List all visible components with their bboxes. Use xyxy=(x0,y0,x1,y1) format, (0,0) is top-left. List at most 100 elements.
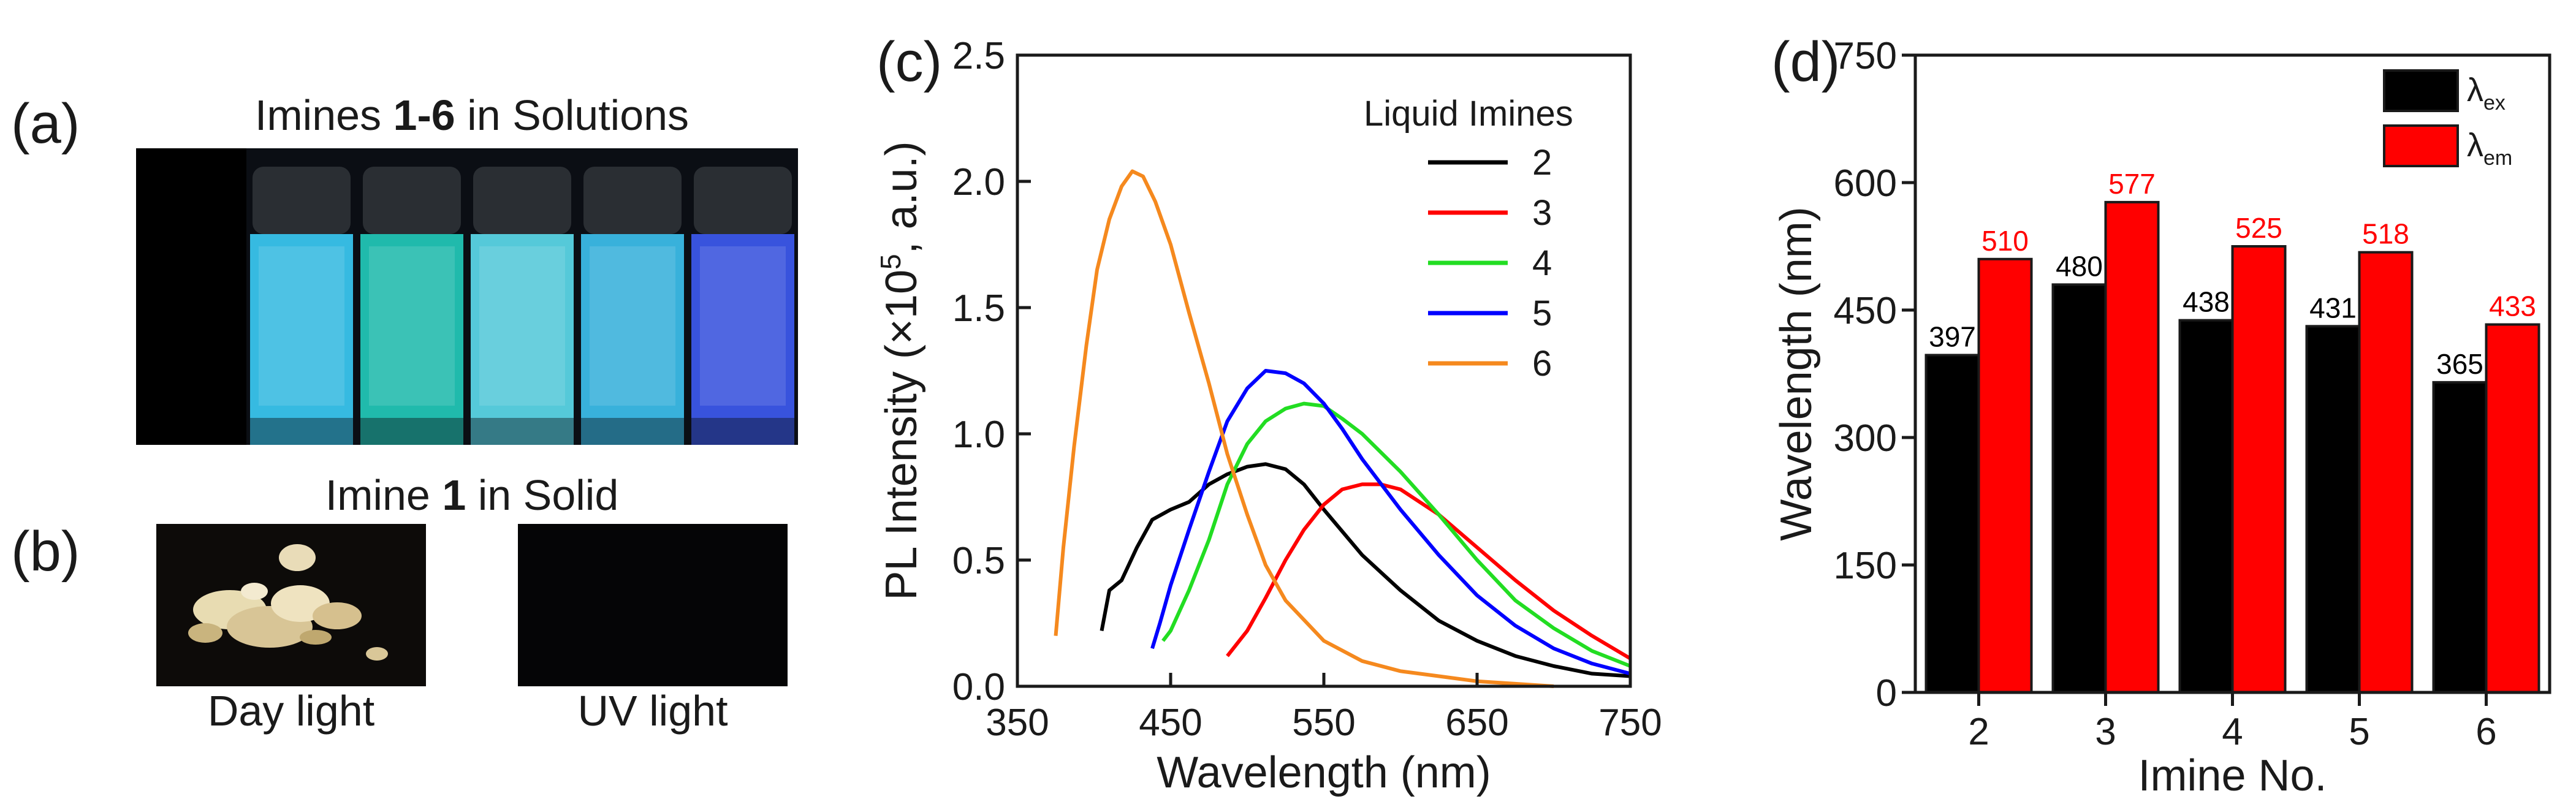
panel-a-label: (a) xyxy=(11,93,80,155)
vial-4 xyxy=(471,167,574,445)
panel-d-label: (d) xyxy=(1771,31,1840,93)
series-line-2 xyxy=(1100,462,1631,678)
bar-ex-3 xyxy=(2051,283,2107,694)
vial-base xyxy=(250,418,353,445)
vial-liquid xyxy=(691,234,794,418)
series-line-6 xyxy=(1054,169,1554,688)
legend-entry-6: 6 xyxy=(1532,344,1552,384)
y-tick-label: 0.5 xyxy=(952,540,1005,582)
vial-5 xyxy=(581,167,684,445)
vial-glow xyxy=(590,246,675,406)
x-tick-label: 5 xyxy=(2349,711,2369,753)
bar-em-4 xyxy=(2231,245,2287,694)
vial-cap xyxy=(473,167,571,234)
x-axis-label: Wavelength (nm) xyxy=(1157,748,1491,797)
vial-photo-drawing xyxy=(136,148,794,445)
x-tick-label: 450 xyxy=(1139,702,1202,744)
uv-light-caption: UV light xyxy=(577,687,728,735)
x-axis-label: Imine No. xyxy=(2138,751,2327,800)
y-tick-label: 2.5 xyxy=(952,35,1005,77)
bar-label-em-2: 510 xyxy=(1981,225,2029,257)
vial-base xyxy=(471,418,574,445)
x-tick-label: 2 xyxy=(1968,711,1989,753)
bar-ex-2 xyxy=(1924,354,1980,694)
x-tick-label: 650 xyxy=(1445,702,1508,744)
x-tick-label: 550 xyxy=(1292,702,1355,744)
bar-em-6 xyxy=(2485,323,2540,694)
bar-em-5 xyxy=(2358,251,2414,694)
legend-entry-4: 4 xyxy=(1532,243,1552,283)
vial-base xyxy=(360,418,463,445)
panel-b-title: Imine 1 in Solid xyxy=(325,471,619,519)
legend-swatch-em xyxy=(2383,124,2459,167)
vial-liquid xyxy=(581,234,684,418)
vial-2 xyxy=(250,167,353,445)
bar-label-em-4: 525 xyxy=(2235,212,2282,244)
x-tick-label: 750 xyxy=(1598,702,1662,744)
plot-frame xyxy=(1913,53,2551,694)
series-line-5 xyxy=(1150,369,1631,676)
bar-label-ex-5: 431 xyxy=(2309,292,2357,324)
bar-label-ex-4: 438 xyxy=(2183,286,2230,318)
vial-cap xyxy=(694,167,792,234)
vial-glow xyxy=(369,246,455,406)
bar-ex-6 xyxy=(2432,381,2488,694)
panel-b-label: (b) xyxy=(11,520,80,583)
bar-label-ex-2: 397 xyxy=(1929,320,1976,352)
panel-c-label: (c) xyxy=(876,31,942,93)
vial-glow xyxy=(479,246,565,406)
vial-base xyxy=(691,418,794,445)
bar-ex-5 xyxy=(2305,325,2361,694)
series-line-4 xyxy=(1161,401,1632,668)
y-axis-label: PL Intensity (×105, a.u.) xyxy=(875,141,926,600)
y-tick-label: 0 xyxy=(1876,672,1897,714)
vial-photo xyxy=(136,148,798,445)
vial-cap xyxy=(363,167,461,234)
day-light-caption: Day light xyxy=(207,687,375,735)
bar-label-em-6: 433 xyxy=(2489,290,2536,322)
x-tick-label: 3 xyxy=(2095,711,2116,753)
bar-label-em-3: 577 xyxy=(2108,168,2156,200)
vial-liquid xyxy=(136,148,246,445)
vial-glow xyxy=(700,246,786,406)
vial-liquid xyxy=(250,234,353,418)
legend-entry-5: 5 xyxy=(1532,294,1552,333)
y-tick-label: 1.5 xyxy=(952,287,1005,330)
bar-em-2 xyxy=(1977,257,2033,694)
x-tick-label: 6 xyxy=(2475,711,2496,753)
legend-entry-em: λem xyxy=(2467,127,2512,170)
day-light-photo xyxy=(156,524,426,686)
vial-cap xyxy=(583,167,682,234)
legend-title: Liquid Imines xyxy=(1364,94,1573,134)
legend-entry-2: 2 xyxy=(1532,143,1552,183)
y-tick-label: 600 xyxy=(1834,162,1897,205)
y-tick-label: 1.0 xyxy=(952,414,1005,456)
vial-1 xyxy=(136,148,246,445)
vial-glow xyxy=(259,246,344,406)
vial-3 xyxy=(360,167,463,445)
bar-label-em-5: 518 xyxy=(2362,218,2409,250)
y-tick-label: 2.0 xyxy=(952,161,1005,203)
legend-entry-3: 3 xyxy=(1532,193,1552,233)
panel-a-title: Imines 1-6 in Solutions xyxy=(254,91,690,139)
y-tick-label: 450 xyxy=(1834,290,1897,332)
bar-ex-4 xyxy=(2178,319,2234,694)
y-tick-label: 300 xyxy=(1834,417,1897,460)
vial-liquid xyxy=(471,234,574,418)
x-tick-label: 4 xyxy=(2222,711,2243,753)
bar-label-ex-6: 365 xyxy=(2436,348,2483,380)
legend-swatch-ex xyxy=(2383,69,2459,112)
y-tick-label: 0.0 xyxy=(952,666,1005,708)
vial-base xyxy=(581,418,684,445)
y-tick-label: 750 xyxy=(1834,35,1897,77)
vial-cap xyxy=(253,167,351,234)
x-tick-label: 350 xyxy=(986,702,1049,744)
uv-light-photo xyxy=(518,524,788,686)
legend: Liquid Imines 2 3 4 5 6 xyxy=(1364,94,1573,384)
series-line-3 xyxy=(1226,482,1632,661)
vial-6 xyxy=(691,167,794,445)
y-tick-label: 150 xyxy=(1834,545,1897,587)
bar-em-3 xyxy=(2104,200,2160,694)
bar-label-ex-3: 480 xyxy=(2056,250,2103,282)
